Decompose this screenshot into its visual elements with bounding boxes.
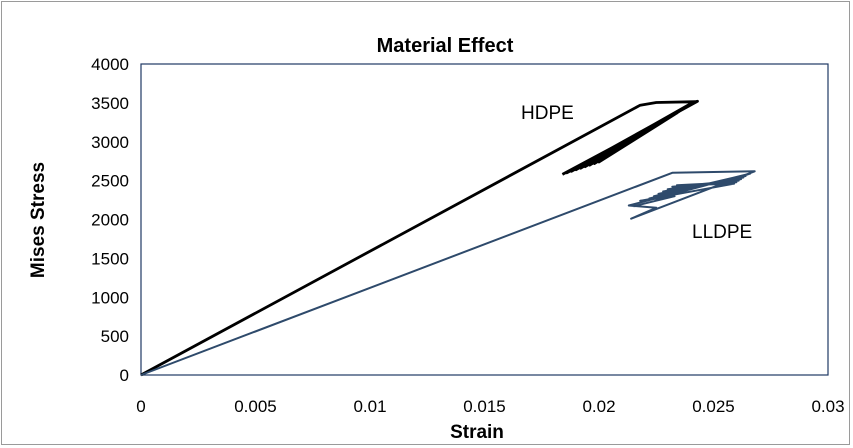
y-tick-label: 2500 (91, 172, 129, 191)
x-tick-label: 0.025 (692, 397, 735, 416)
y-tick-label: 3000 (91, 133, 129, 152)
plot-area (140, 63, 829, 376)
x-axis-title: Strain (450, 422, 504, 443)
series-label-hdpe: HDPE (521, 103, 574, 124)
x-tick-label: 0.005 (234, 397, 277, 416)
y-tick-label: 500 (101, 327, 129, 346)
series-label-lldpe: LLDPE (692, 222, 752, 243)
x-tick-label: 0.02 (582, 397, 615, 416)
x-tick-label: 0 (136, 397, 145, 416)
x-tick-label: 0.01 (353, 397, 386, 416)
y-tick-label: 4000 (91, 55, 129, 74)
x-tick-labels: 0 0.005 0.01 0.015 0.02 0.025 0.03 (136, 397, 844, 416)
y-tick-labels: 0 500 1000 1500 2000 2500 3000 3500 4000 (91, 55, 129, 385)
y-tick-label: 2000 (91, 211, 129, 230)
y-tick-label: 1000 (91, 288, 129, 307)
series-group (140, 99, 756, 377)
series-line-hdpe (140, 99, 699, 377)
series-line-lldpe (140, 170, 756, 376)
y-tick-label: 1500 (91, 249, 129, 268)
y-tick-label: 0 (120, 366, 129, 385)
chart-title: Material Effect (377, 35, 514, 57)
x-tick-label: 0.015 (463, 397, 506, 416)
x-tick-label: 0.03 (811, 397, 844, 416)
y-axis-title: Mises Stress (28, 162, 49, 278)
y-tick-label: 3500 (91, 94, 129, 113)
